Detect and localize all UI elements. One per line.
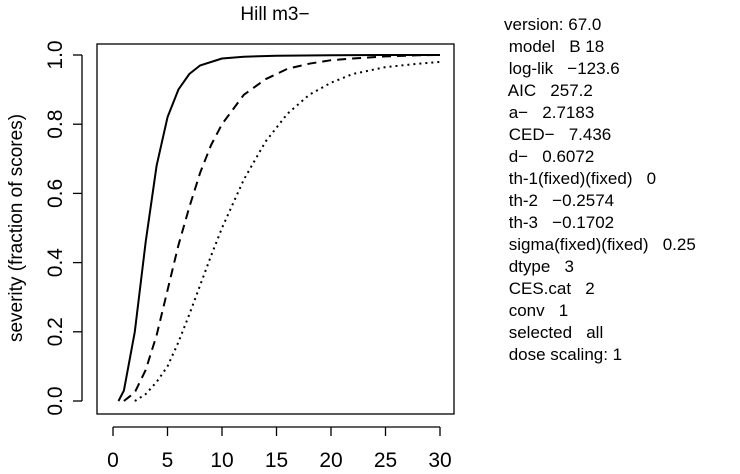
- y-tick-label: 0.6: [44, 179, 67, 208]
- y-tick-label: 0.4: [44, 248, 67, 278]
- chart-title: Hill m3−: [240, 4, 309, 25]
- y-tick-label: 1.0: [44, 40, 67, 69]
- series-dotted-line: [134, 60, 441, 402]
- y-tick-label: 0.0: [44, 386, 67, 415]
- x-tick-label: 25: [374, 449, 397, 472]
- chart: Hill m3− severity (fraction of scores) 0…: [6, 4, 455, 472]
- info-line: sigma(fixed)(fixed) 0.25: [504, 235, 696, 254]
- info-line: selected all: [504, 323, 604, 342]
- plot-frame: [96, 43, 455, 415]
- series-dashed-line: [123, 54, 441, 402]
- y-tick-label: 0.2: [44, 317, 67, 346]
- x-tick-label: 30: [428, 449, 451, 472]
- info-line: th-3 −0.1702: [504, 213, 615, 232]
- series-solid-line: [117, 54, 440, 402]
- info-line: CES.cat 2: [504, 279, 595, 298]
- info-line: th-2 −0.2574: [504, 191, 615, 210]
- info-line: version: 67.0: [504, 15, 602, 34]
- model-info-panel: version: 67.0 model B 18 log-lik −123.6 …: [504, 14, 696, 366]
- info-line: CED− 7.436: [504, 125, 612, 144]
- info-line: dose scaling: 1: [504, 345, 623, 364]
- info-line: d− 0.6072: [504, 147, 595, 166]
- y-axis-label: severity (fraction of scores): [6, 114, 27, 342]
- x-tick-label: 10: [210, 449, 233, 472]
- info-line: log-lik −123.6: [504, 59, 620, 78]
- info-line: a− 2.7183: [504, 103, 595, 122]
- info-line: th-1(fixed)(fixed) 0: [504, 169, 657, 188]
- info-line: model B 18: [504, 37, 605, 56]
- info-line: AIC 257.2: [504, 81, 593, 100]
- axes: 0 5 10 15 20 25 30 0.0 0.2 0.4 0.6 0.8 1.0: [44, 40, 452, 472]
- x-tick-label: 0: [107, 449, 119, 472]
- x-tick-label: 15: [265, 449, 288, 472]
- x-tick-label: 20: [319, 449, 342, 472]
- series-group: [117, 54, 441, 402]
- y-tick-label: 0.8: [44, 110, 67, 139]
- x-tick-label: 5: [162, 449, 174, 472]
- info-line: dtype 3: [504, 257, 574, 276]
- info-line: conv 1: [504, 301, 569, 320]
